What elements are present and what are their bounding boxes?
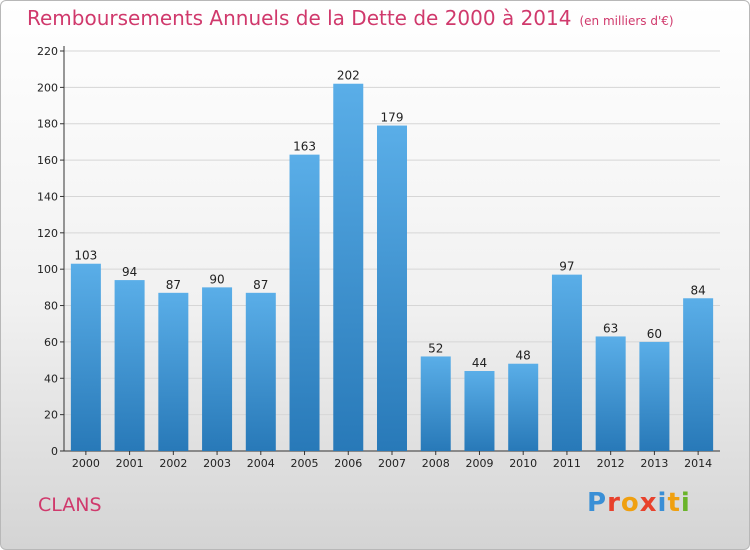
data-label: 103: [74, 249, 97, 263]
data-label: 84: [690, 283, 705, 297]
data-label: 60: [647, 327, 662, 341]
bar: [377, 125, 407, 451]
logo-letter: i: [680, 488, 691, 518]
x-tick-label: 2001: [116, 457, 144, 470]
bar: [245, 292, 276, 451]
x-tick-label: 2005: [291, 457, 319, 470]
data-label: 97: [559, 260, 574, 274]
bar: [639, 341, 670, 451]
x-tick-label: 2014: [684, 457, 712, 470]
data-label: 90: [209, 272, 224, 286]
x-tick-label: 2007: [378, 457, 406, 470]
y-tick-label: 200: [37, 81, 58, 94]
bar: [595, 336, 626, 451]
x-tick-label: 2010: [509, 457, 537, 470]
data-label: 179: [381, 111, 404, 125]
data-label: 52: [428, 341, 443, 355]
data-label: 48: [516, 349, 531, 363]
data-label: 202: [337, 69, 360, 83]
x-tick-label: 2009: [465, 457, 493, 470]
y-tick-label: 120: [37, 227, 58, 240]
logo-letter: o: [620, 488, 640, 518]
bar: [158, 292, 189, 451]
x-tick-label: 2002: [159, 457, 187, 470]
logo-letter: P: [587, 488, 608, 518]
y-tick-label: 140: [37, 190, 58, 203]
bar: [683, 298, 714, 451]
y-tick-label: 40: [44, 372, 58, 385]
data-label: 44: [472, 356, 487, 370]
bar: [70, 263, 101, 451]
logo-letter: t: [667, 488, 681, 518]
title-text: Remboursements Annuels de la Dette de 20…: [27, 6, 572, 30]
y-tick-label: 100: [37, 263, 58, 276]
x-tick-label: 2012: [597, 457, 625, 470]
bar: [464, 371, 495, 451]
chart-title: Remboursements Annuels de la Dette de 20…: [27, 6, 674, 30]
x-tick-label: 2004: [247, 457, 275, 470]
bar: [114, 280, 145, 451]
x-tick-label: 2000: [72, 457, 100, 470]
y-tick-label: 80: [44, 300, 58, 313]
x-tick-label: 2006: [334, 457, 362, 470]
y-tick-label: 20: [44, 409, 58, 422]
y-tick-label: 220: [37, 45, 58, 58]
logo-letter: r: [607, 488, 621, 518]
bar: [289, 154, 320, 452]
bar: [333, 83, 364, 452]
logo-letter: x: [639, 488, 658, 518]
bar: [202, 287, 233, 451]
y-tick-label: 180: [37, 118, 58, 131]
y-tick-label: 0: [51, 445, 58, 458]
x-tick-label: 2011: [553, 457, 581, 470]
bar: [420, 356, 451, 451]
bars: [70, 83, 714, 452]
title-unit: (en milliers d'€): [579, 14, 674, 28]
labels: 0 20 40 60 80 100 120 140 160 180 200 220 2000 103 200…: [37, 45, 712, 470]
bar: [508, 363, 539, 451]
data-label: 63: [603, 321, 618, 335]
bar: [551, 274, 582, 451]
logo-letter: i: [657, 488, 668, 518]
y-tick-label: 160: [37, 154, 58, 167]
data-label: 87: [166, 278, 181, 292]
x-tick-label: 2008: [422, 457, 450, 470]
x-tick-label: 2003: [203, 457, 231, 470]
data-label: 163: [293, 140, 316, 154]
y-tick-label: 60: [44, 336, 58, 349]
data-label: 87: [253, 278, 268, 292]
proxiti-logo: Proxiti: [587, 488, 691, 518]
x-tick-label: 2013: [640, 457, 668, 470]
data-label: 94: [122, 265, 137, 279]
commune-name: CLANS: [38, 494, 102, 516]
